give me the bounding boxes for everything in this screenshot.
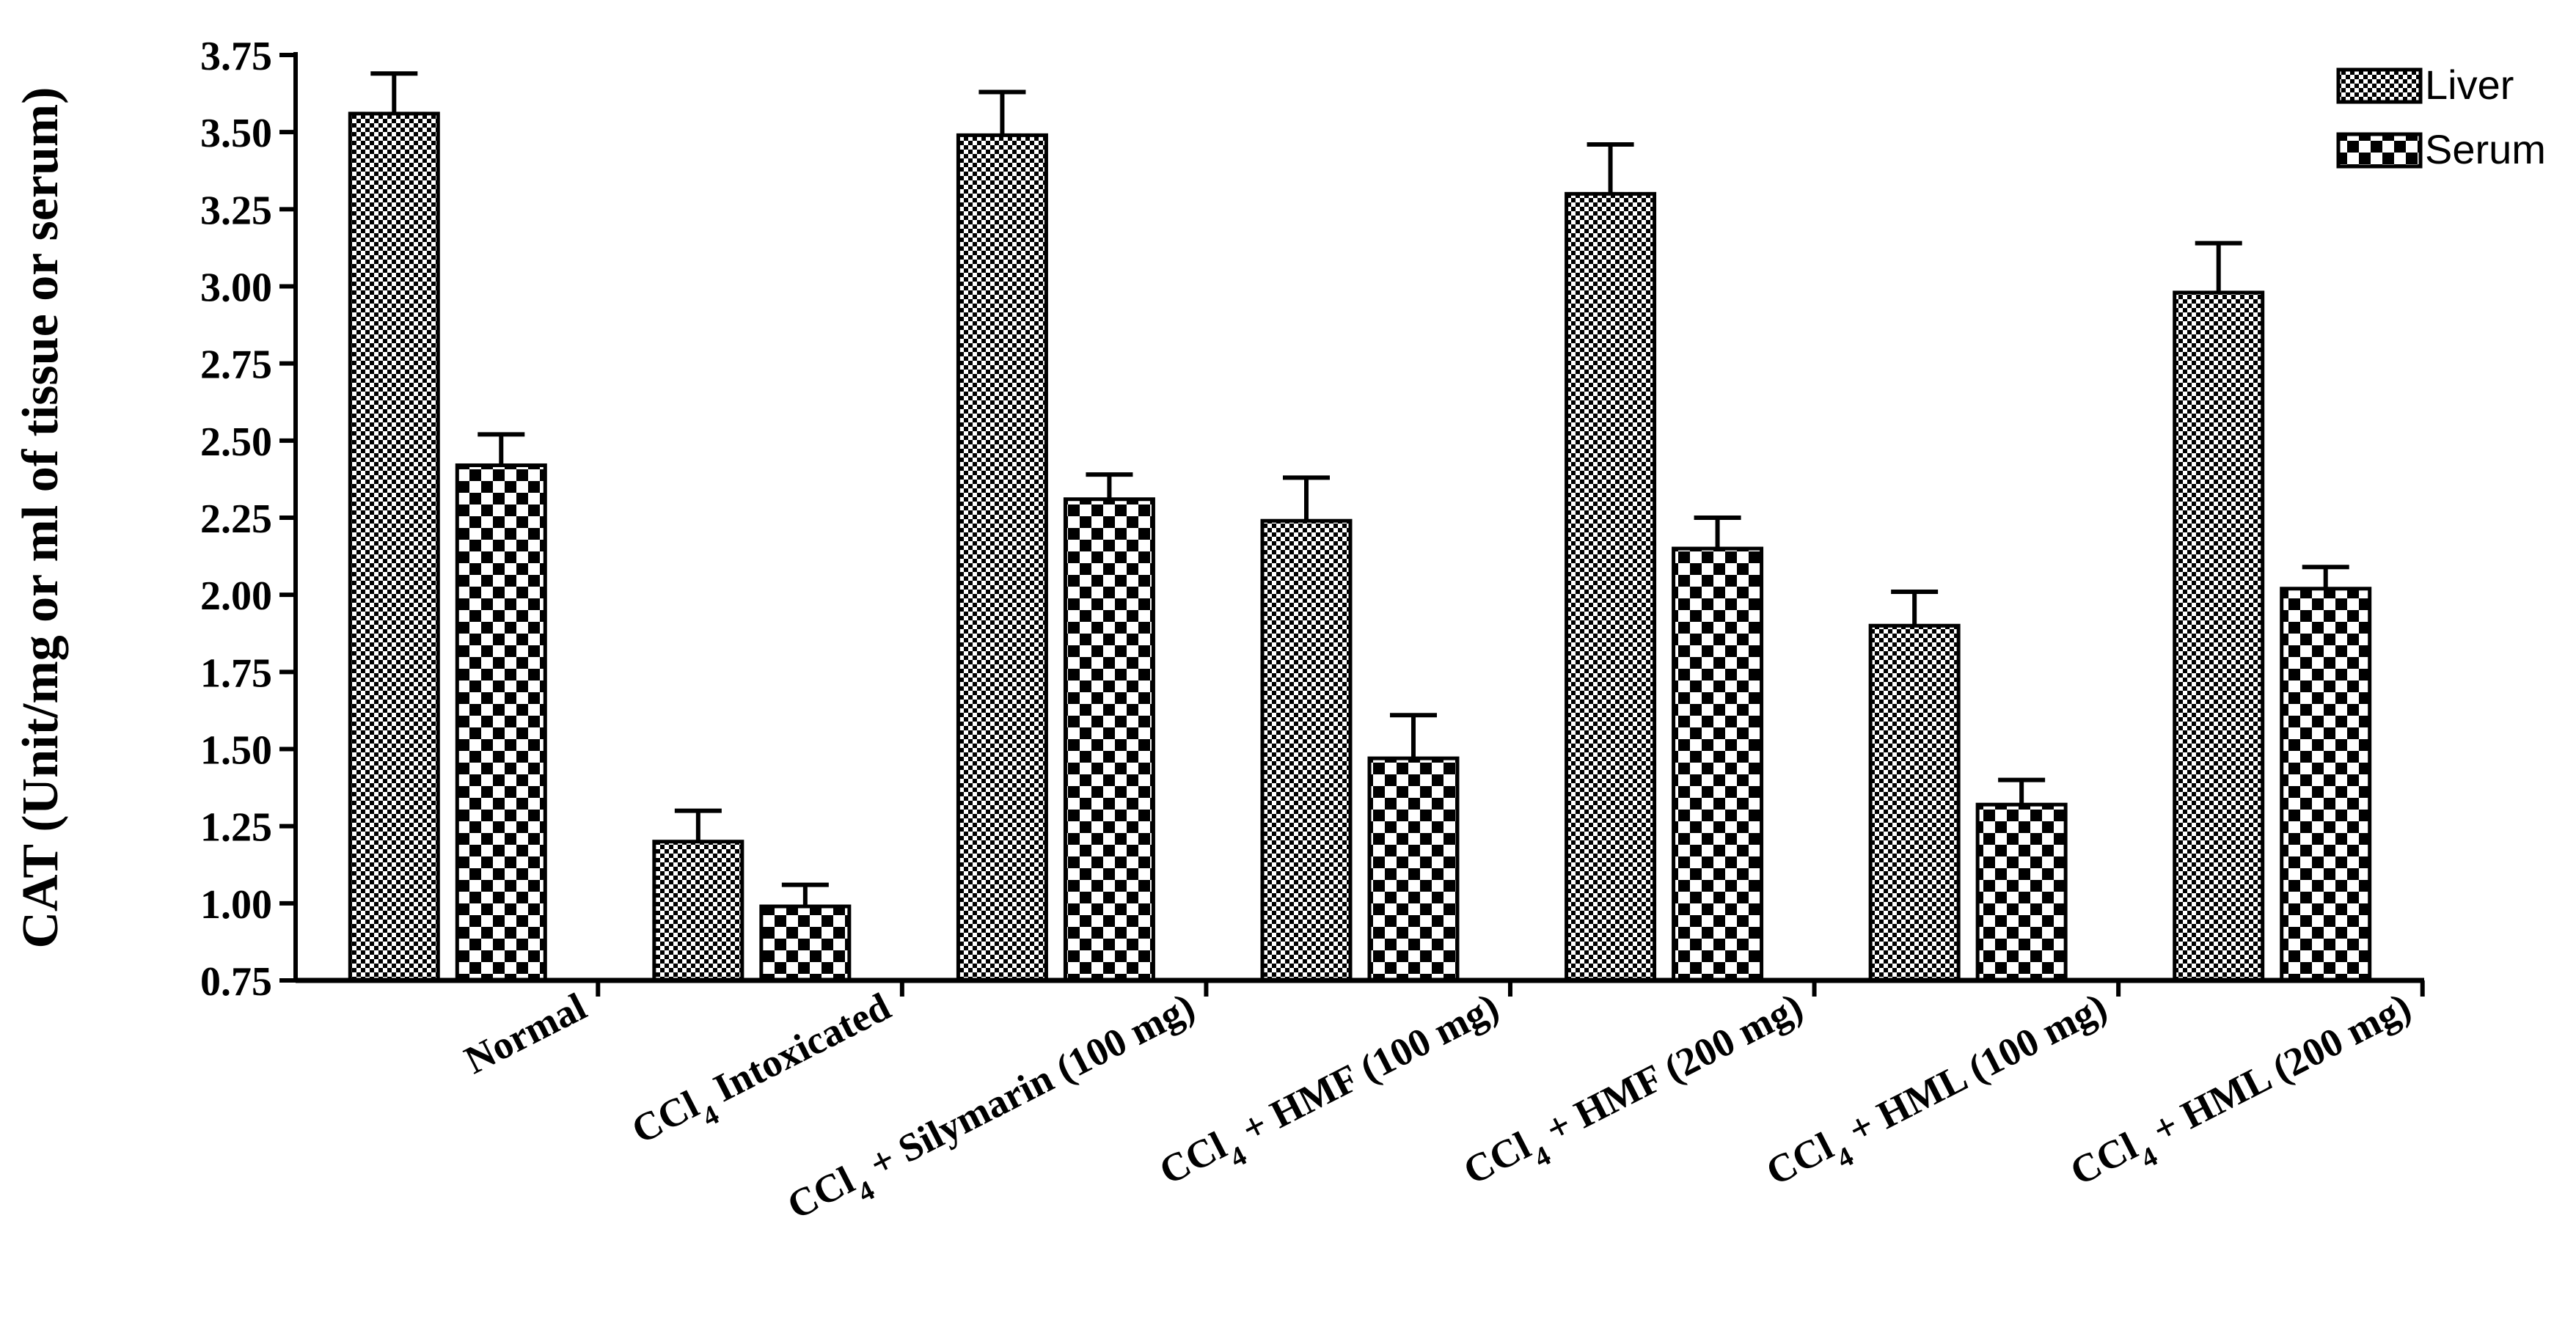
legend-swatch-serum <box>2336 132 2423 169</box>
bar-serum <box>1063 497 1155 983</box>
y-tick-label: 1.00 <box>200 882 272 928</box>
x-tick-label-text: + Silymarin (100 mg) <box>854 984 1201 1190</box>
x-tick-label-text: CCl <box>2063 1123 2144 1194</box>
y-tick-label: 0.75 <box>200 959 272 1005</box>
legend-swatch-liver <box>2336 67 2423 104</box>
bars <box>348 71 2372 983</box>
y-tick-label: 2.25 <box>200 496 272 542</box>
legend-label-serum: Serum <box>2425 126 2546 172</box>
y-tick-label: 3.75 <box>200 34 272 79</box>
y-tick-label: 3.25 <box>200 188 272 233</box>
x-tick-label: CCl4 Intoxicated <box>625 984 904 1164</box>
y-tick-label: 3.00 <box>200 265 272 311</box>
y-axis-title: CAT (Unit/mg or ml of tissue or serum) <box>12 87 69 949</box>
bar-serum <box>759 904 852 983</box>
bar-liver <box>348 111 440 983</box>
x-tick-label-text: Intoxicated <box>698 984 897 1115</box>
y-tick-label: 1.75 <box>200 650 272 696</box>
x-tick-label-text: CCl <box>1759 1123 1840 1194</box>
x-tick-label: Normal <box>458 984 593 1082</box>
y-tick-label: 2.50 <box>200 419 272 465</box>
y-axis-ticks: 0.75 1.00 1.25 1.50 1.75 2.00 2.25 2.50 2.75 3.00… <box>200 34 296 1005</box>
x-tick-label: CCl4 + HMF (100 mg) <box>1152 984 1512 1205</box>
legend-label-liver: Liver <box>2425 62 2514 108</box>
x-tick-label-text: + HML (100 mg) <box>1832 984 2113 1156</box>
y-tick-label: 2.00 <box>200 573 272 619</box>
bar-liver <box>2173 290 2265 983</box>
bar-serum <box>1672 546 1764 983</box>
x-tick-label: CCl4 + HMF (200 mg) <box>1457 984 1816 1205</box>
axes <box>293 52 2424 983</box>
x-tick-label-text: + HMF (200 mg) <box>1529 984 1810 1156</box>
legend: Liver Serum <box>2336 62 2546 172</box>
x-tick-label-text: CCl <box>1152 1123 1233 1193</box>
bar-serum <box>1367 756 1460 983</box>
x-tick-label-text: + HMF (100 mg) <box>1226 984 1506 1156</box>
bar-liver <box>956 133 1048 983</box>
bar-serum <box>455 463 547 983</box>
y-tick-label: 2.75 <box>200 342 272 388</box>
x-tick-label-text: CCl <box>1457 1123 1537 1193</box>
y-tick-label: 1.50 <box>200 728 272 774</box>
x-tick-label-text: Normal <box>458 984 593 1082</box>
bar-liver <box>1868 623 1961 983</box>
bar-liver <box>652 840 744 983</box>
bar-serum <box>1975 802 2068 983</box>
x-tick-label: CCl4 + HML (200 mg) <box>2063 984 2423 1206</box>
x-tick-label-text: CCl <box>780 1158 861 1228</box>
x-tick-label-text: + HML (200 mg) <box>2137 984 2418 1156</box>
y-tick-label: 1.25 <box>200 805 272 851</box>
bar-serum <box>2280 587 2372 983</box>
x-tick-label: CCl4 + HML (100 mg) <box>1759 984 2119 1206</box>
x-tick-label-text: CCl <box>625 1082 706 1152</box>
bar-liver <box>1260 518 1353 983</box>
bar-liver <box>1565 191 1657 983</box>
y-tick-label: 3.50 <box>200 111 272 156</box>
